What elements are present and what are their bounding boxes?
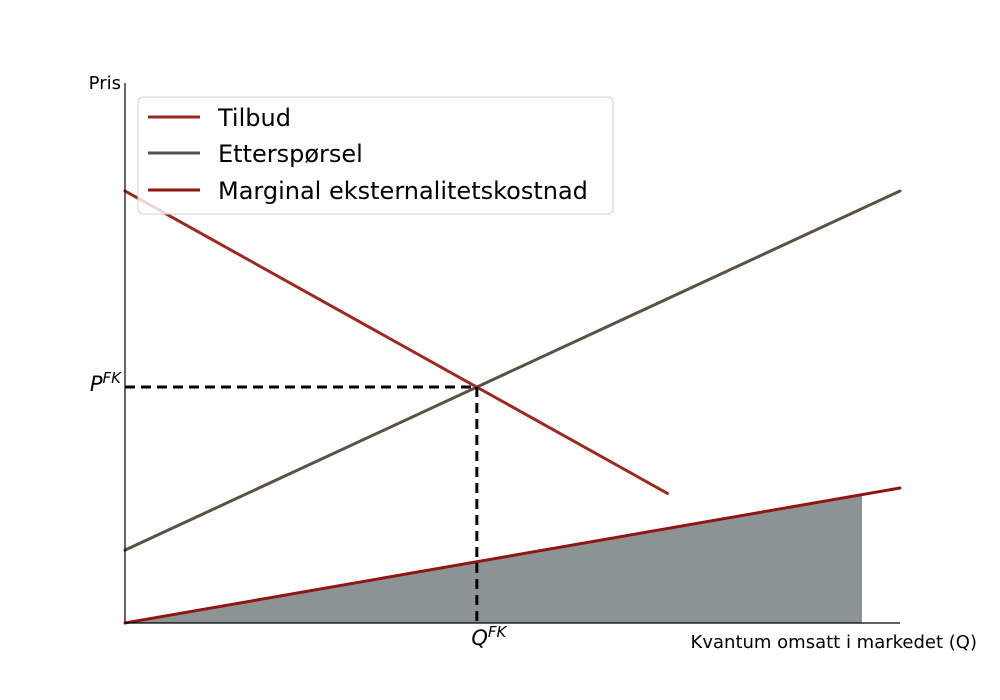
x-tick-base: Q xyxy=(471,626,488,650)
legend-label-ettersporsel: Etterspørsel xyxy=(218,140,363,168)
series-line-0 xyxy=(123,189,669,495)
series-layer xyxy=(123,189,902,625)
y-tick-label-pfk: PFK xyxy=(90,369,122,396)
x-axis-label: Kvantum omsatt i markedet (Q) xyxy=(691,632,977,653)
legend-label-tilbud: Tilbud xyxy=(217,104,291,132)
legend-box xyxy=(137,96,614,215)
y-tick-superscript: FK xyxy=(103,369,123,387)
legend-label-marginal-eksternalitetskostnad: Marginal eksternalitetskostnad xyxy=(218,177,588,205)
series-line-2 xyxy=(123,486,902,625)
series-line-1 xyxy=(123,189,902,552)
y-tick-base: P xyxy=(90,372,103,396)
legend: Tilbud Etterspørsel Marginal eksternalit… xyxy=(137,96,614,215)
x-tick-superscript: FK xyxy=(488,623,508,641)
y-axis-label: Pris xyxy=(89,73,121,94)
x-tick-label-qfk: QFK xyxy=(471,623,507,650)
